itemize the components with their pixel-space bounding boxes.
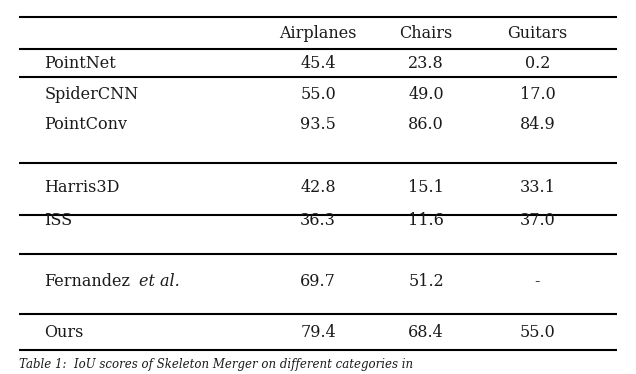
Text: Airplanes: Airplanes <box>279 25 357 42</box>
Text: 55.0: 55.0 <box>520 324 555 341</box>
Text: 86.0: 86.0 <box>408 116 444 134</box>
Text: 33.1: 33.1 <box>520 178 555 196</box>
Text: 45.4: 45.4 <box>300 55 336 72</box>
Text: 49.0: 49.0 <box>408 86 444 103</box>
Text: PointConv: PointConv <box>45 116 128 134</box>
Text: Ours: Ours <box>45 324 84 341</box>
Text: 0.2: 0.2 <box>525 55 550 72</box>
Text: PointNet: PointNet <box>45 55 116 72</box>
Text: 79.4: 79.4 <box>300 324 336 341</box>
Text: 11.6: 11.6 <box>408 212 444 229</box>
Text: 36.3: 36.3 <box>300 212 336 229</box>
Text: Chairs: Chairs <box>399 25 453 42</box>
Text: SpiderCNN: SpiderCNN <box>45 86 139 103</box>
Text: Table 1:  IoU scores of Skeleton Merger on different categories in: Table 1: IoU scores of Skeleton Merger o… <box>19 358 413 371</box>
Text: 42.8: 42.8 <box>300 178 336 196</box>
Text: ISS: ISS <box>45 212 73 229</box>
Text: 23.8: 23.8 <box>408 55 444 72</box>
Text: 93.5: 93.5 <box>300 116 336 134</box>
Text: 17.0: 17.0 <box>520 86 555 103</box>
Text: 15.1: 15.1 <box>408 178 444 196</box>
Text: -: - <box>535 273 540 290</box>
Text: 37.0: 37.0 <box>520 212 555 229</box>
Text: 69.7: 69.7 <box>300 273 336 290</box>
Text: 51.2: 51.2 <box>408 273 444 290</box>
Text: Guitars: Guitars <box>508 25 567 42</box>
Text: et al.: et al. <box>139 273 179 290</box>
Text: 55.0: 55.0 <box>300 86 336 103</box>
Text: 68.4: 68.4 <box>408 324 444 341</box>
Text: Fernandez: Fernandez <box>45 273 130 290</box>
Text: Harris3D: Harris3D <box>45 178 120 196</box>
Text: 84.9: 84.9 <box>520 116 555 134</box>
